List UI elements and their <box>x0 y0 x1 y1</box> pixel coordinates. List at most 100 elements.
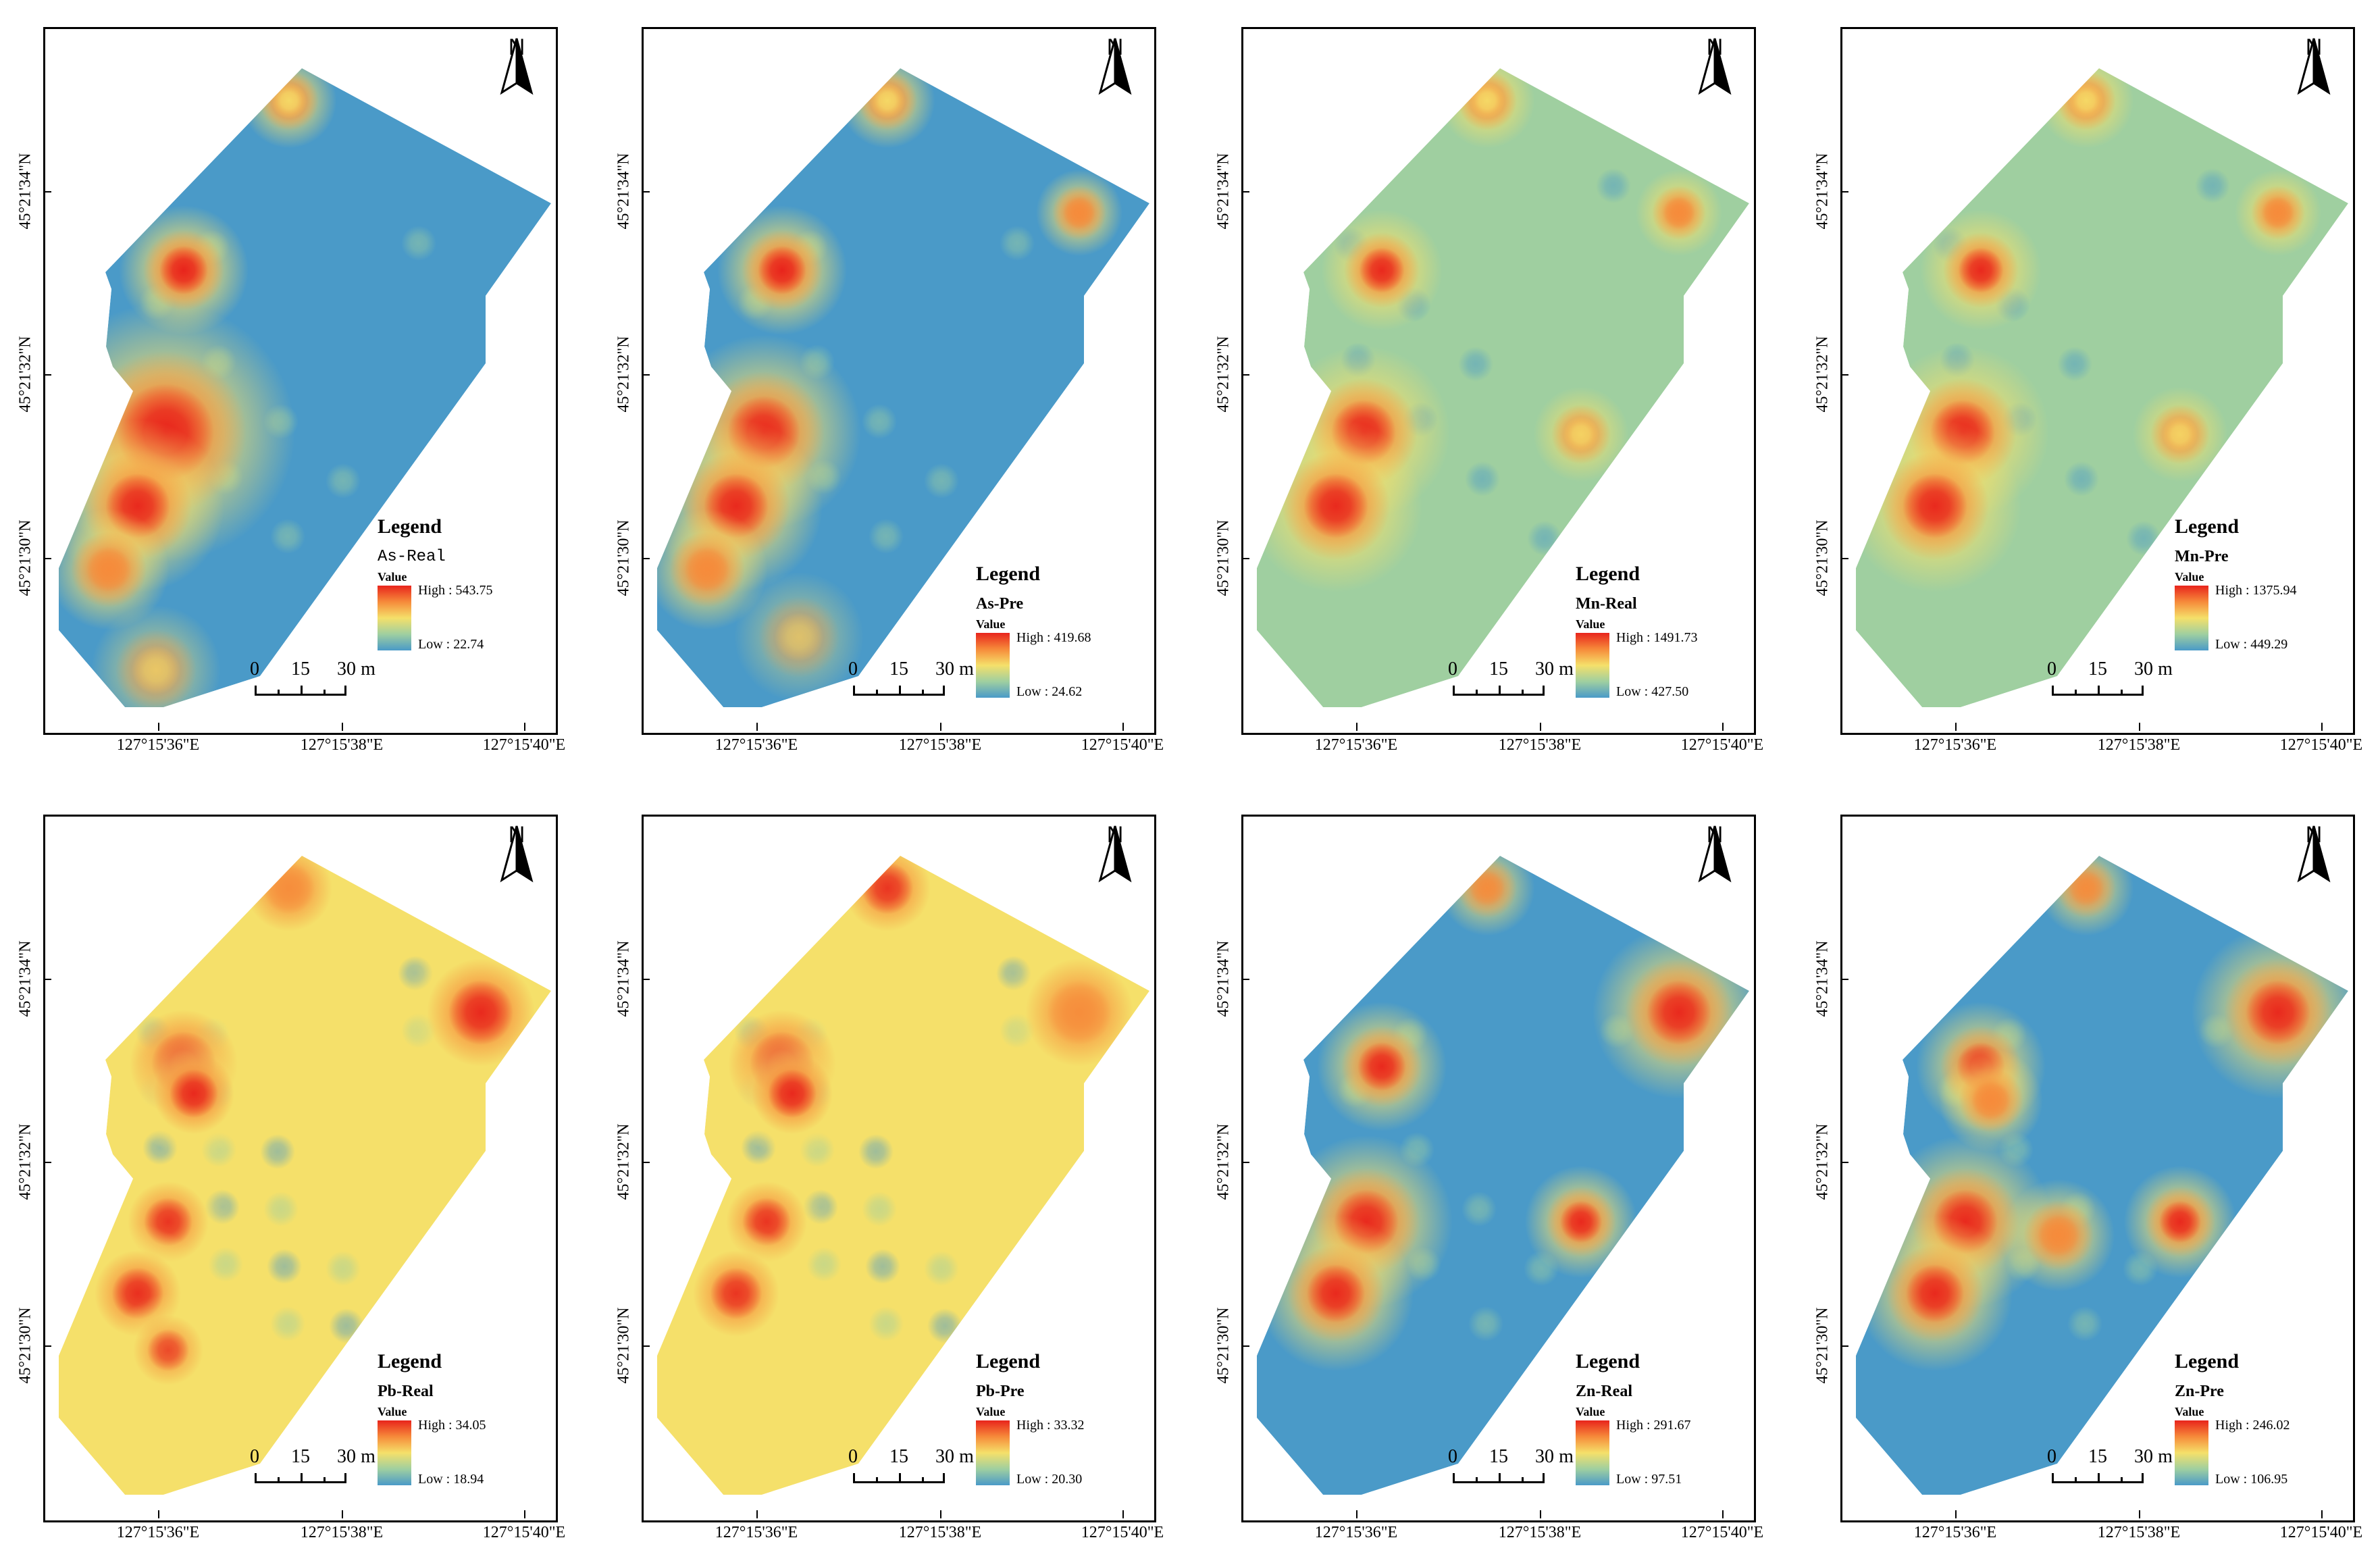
x-tick <box>756 723 758 731</box>
y-tick-label: 45°21'34"N <box>615 940 633 1017</box>
legend-value-label: Value <box>976 1405 1006 1418</box>
scale-label: 30 <box>935 1446 954 1467</box>
y-tick-label: 45°21'32"N <box>1813 336 1832 413</box>
raster-surface <box>1257 856 1749 1495</box>
hotspot-core <box>1303 473 1368 538</box>
x-tick-label: 127°15'36"E <box>715 1524 798 1541</box>
hotspot-core <box>1563 416 1599 453</box>
scale-tick <box>324 690 326 695</box>
legend-title: Legend <box>2175 515 2240 538</box>
y-tick-label: 45°21'32"N <box>16 336 34 413</box>
color-ramp <box>378 1420 411 1485</box>
north-arrow: N <box>1095 36 1135 95</box>
x-tick <box>1540 723 1541 731</box>
legend-value-label: Value <box>1576 617 1605 631</box>
x-tick-label: 127°15'38"E <box>300 1524 384 1541</box>
x-tick <box>940 1510 941 1518</box>
legend-title: Legend <box>378 1350 442 1372</box>
hotspot-core <box>1971 1081 2011 1120</box>
scale-label: 30 <box>935 659 954 679</box>
legend-value-label: Value <box>976 617 1006 631</box>
scale-tick <box>1476 690 1478 695</box>
y-tick-label: 45°21'34"N <box>16 153 34 230</box>
map-legend: Legend Pb-Pre Value High : 33.32 Low : 20.30 <box>976 1350 1085 1488</box>
scale-unit: m <box>361 1446 376 1467</box>
y-tick <box>642 1162 650 1163</box>
x-tick-label: 127°15'40"E <box>482 1524 566 1541</box>
scale-tick <box>853 1473 855 1483</box>
hotspot-core <box>710 1267 762 1320</box>
map-legend: Legend Mn-Pre Value High : 1375.94 Low : 449… <box>2175 515 2297 653</box>
hotspot-core <box>271 82 307 119</box>
x-tick-label: 127°15'40"E <box>1081 1524 1164 1541</box>
scale-tick <box>1543 686 1545 695</box>
y-tick-label: 45°21'34"N <box>1214 153 1233 230</box>
y-tick-label: 45°21'34"N <box>16 940 34 1017</box>
scale-unit: m <box>2158 659 2173 679</box>
map-panel-zn-real: N Legend Zn-Real Value High : 291.67 Low : 97… <box>1215 815 1763 1541</box>
y-tick-label: 45°21'30"N <box>16 519 34 596</box>
map-frame: N Legend Pb-Pre Value High : 33.32 Low : 20.3… <box>642 815 1156 1522</box>
y-tick <box>642 558 650 559</box>
y-tick-label: 45°21'34"N <box>1813 153 1832 230</box>
x-tick <box>1356 1510 1357 1518</box>
hotspot-core <box>263 862 315 915</box>
hotspot-core <box>1469 82 1505 119</box>
hotspot-core <box>861 862 914 915</box>
scale-tick <box>1476 1477 1478 1483</box>
y-tick-label: 45°21'32"N <box>615 1123 633 1200</box>
scale-tick <box>899 1473 901 1483</box>
color-ramp <box>976 633 1010 698</box>
scale-label: 0 <box>250 659 259 679</box>
x-tick-label: 127°15'36"E <box>1314 1524 1398 1541</box>
y-tick <box>1840 558 1848 559</box>
scale-tick <box>2142 686 2144 695</box>
x-tick-label: 127°15'36"E <box>715 736 798 754</box>
x-tick-label: 127°15'38"E <box>1498 736 1582 754</box>
x-tick <box>940 723 941 731</box>
x-tick <box>2139 1510 2140 1518</box>
map-panel-mn-pre: N Legend Mn-Pre Value High : 1375.94 Low : 44… <box>1814 27 2362 754</box>
scale-label: 15 <box>2088 659 2107 679</box>
x-tick-label: 127°15'36"E <box>116 736 200 754</box>
x-tick <box>756 1510 758 1518</box>
y-tick-label: 45°21'32"N <box>1214 336 1233 413</box>
x-tick <box>1955 1510 1957 1518</box>
scale-tick <box>278 690 280 695</box>
scale-tick <box>1522 1477 1524 1483</box>
hotspot-core <box>2037 1214 2080 1257</box>
north-arrow: N <box>1095 823 1135 883</box>
x-tick <box>158 723 159 731</box>
y-tick <box>1840 374 1848 376</box>
scale-label: 0 <box>2047 659 2056 679</box>
x-tick-label: 127°15'36"E <box>1314 736 1398 754</box>
legend-low-value: Low : 449.29 <box>2215 637 2288 652</box>
y-tick-label: 45°21'34"N <box>615 153 633 230</box>
y-tick-label: 45°21'32"N <box>615 336 633 413</box>
scale-unit: m <box>959 1446 974 1467</box>
color-ramp <box>1576 633 1609 698</box>
scale-label: 15 <box>889 1446 908 1467</box>
map-frame: N Legend Zn-Real Value High : 291.67 Low : 97… <box>1241 815 1756 1522</box>
y-tick-label: 45°21'30"N <box>1813 519 1832 596</box>
legend-layer-name: As-Pre <box>976 595 1024 613</box>
x-tick <box>2321 723 2323 731</box>
y-tick-label: 45°21'30"N <box>615 1307 633 1384</box>
legend-value-label: Value <box>378 570 407 584</box>
legend-low-value: Low : 22.74 <box>418 637 484 652</box>
legend-title: Legend <box>2175 1350 2240 1372</box>
x-tick <box>2321 1510 2323 1518</box>
map-legend: Legend As-Real Value High : 543.75 Low : 22.… <box>378 515 493 653</box>
hotspot-core <box>1958 247 2004 293</box>
north-arrow-icon <box>500 38 534 95</box>
hotspot-core <box>775 613 823 661</box>
x-tick <box>2139 723 2140 731</box>
hotspot-core <box>132 646 180 694</box>
map-panel-pb-pre: N Legend Pb-Pre Value High : 33.32 Low : 20.3… <box>615 815 1164 1541</box>
map-frame: N Legend As-Pre Value High : 419.68 Low : 24.… <box>642 27 1156 735</box>
hotspot-core <box>1647 980 1711 1045</box>
map-panel-as-pre: N Legend As-Pre Value High : 419.68 Low : 24.… <box>615 27 1164 754</box>
legend-low-value: Low : 106.95 <box>2215 1472 2288 1487</box>
legend-layer-name: Mn-Pre <box>2175 548 2229 565</box>
scale-tick <box>2142 1473 2144 1483</box>
